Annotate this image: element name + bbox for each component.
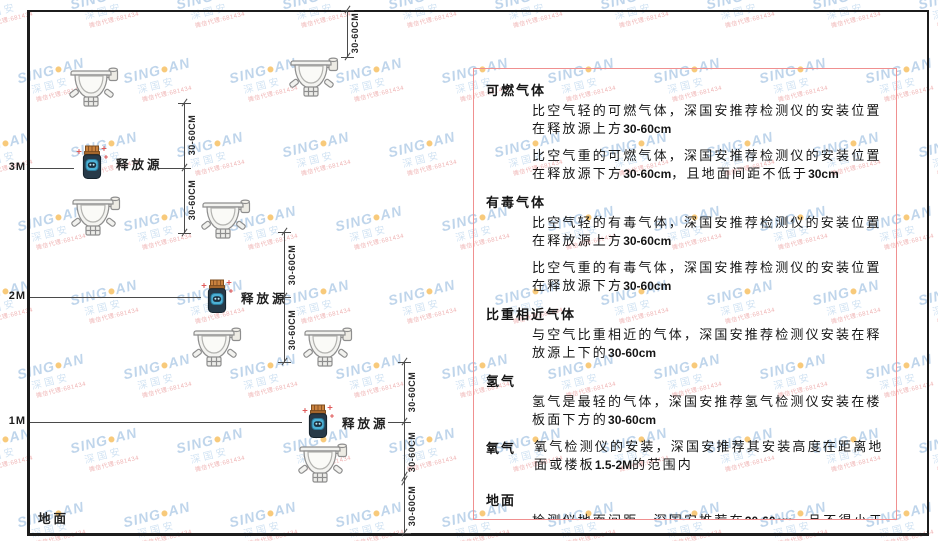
dimension-tick <box>341 57 354 58</box>
height-level-tail-line <box>388 422 402 423</box>
section-row: 氧气 氧气检测仪的安装，深国安推荐其安装高度在距离地面或楼板1.5-2M的范围内 <box>486 438 884 474</box>
floor-line <box>27 533 929 536</box>
ceiling-line <box>27 10 929 12</box>
right-wall-line <box>927 10 929 536</box>
dimension-label: 30-60CM <box>287 309 297 351</box>
height-level-line <box>30 422 302 423</box>
height-level-line <box>30 297 201 298</box>
ground-label: 地面 <box>38 512 70 526</box>
height-level-line <box>30 168 74 169</box>
height-level-label: 3M <box>8 161 26 173</box>
height-level-label: 2M <box>8 290 26 302</box>
section-paragraph: 比空气轻的有毒气体，深国安推荐检测仪的安装位置在释放源上方30-60cm <box>532 215 882 248</box>
gas-detector-icon <box>289 57 339 97</box>
dimension-tick <box>398 422 411 423</box>
dimension-tick <box>278 297 291 298</box>
gas-detector-icon <box>69 67 119 107</box>
section-paragraph: 比空气轻的可燃气体，深国安推荐检测仪的安装位置在释放源上方30-60cm <box>532 103 882 136</box>
dimension-tick <box>178 233 191 234</box>
release-source-icon <box>76 145 109 179</box>
dimension-tick <box>178 168 191 169</box>
dimension-line <box>404 362 405 533</box>
section-paragraph: 检测仪地面间距，深国安推荐在30-60cm，且不得小于30cm，因为过低容易水溅… <box>532 512 888 519</box>
dimension-tick <box>278 232 291 233</box>
gas-detector-icon <box>192 327 242 367</box>
dimension-label: 30-60CM <box>187 114 197 156</box>
dimension-tick <box>278 362 291 363</box>
section-paragraph: 氢气是最轻的气体，深国安推荐氢气检测仪安装在楼板面下方的30-60cm <box>532 394 882 427</box>
gas-detector-icon <box>71 196 121 236</box>
section-heading: 有毒气体 <box>486 195 547 210</box>
section-heading: 地面 <box>486 493 517 508</box>
section-heading: 氢气 <box>486 374 517 389</box>
release-source-label: 释放源 <box>116 158 163 172</box>
gas-detector-icon <box>201 199 251 239</box>
section-heading: 可燃气体 <box>486 83 547 98</box>
guidelines-panel: 可燃气体比空气轻的可燃气体，深国安推荐检测仪的安装位置在释放源上方30-60cm… <box>473 68 897 520</box>
section-heading: 比重相近气体 <box>486 307 577 322</box>
gas-detector-icon <box>298 443 348 483</box>
dimension-label: 30-60CM <box>407 431 417 473</box>
dimension-tick <box>341 10 354 11</box>
dimension-label: 30-60CM <box>407 371 417 413</box>
release-source-label: 释放源 <box>241 292 288 306</box>
dimension-label: 30-60CM <box>407 485 417 527</box>
dimension-line <box>347 10 348 57</box>
height-level-tail-line <box>158 168 182 169</box>
dimension-tick <box>178 103 191 104</box>
release-source-icon <box>201 279 234 313</box>
height-level-label: 1M <box>8 415 26 427</box>
dimension-label: 30-60CM <box>187 179 197 221</box>
section-paragraph: 比空气重的有毒气体，深国安推荐检测仪的安装位置在释放源下方30-60cm <box>532 260 882 293</box>
section-paragraph: 比空气重的可燃气体，深国安推荐检测仪的安装位置在释放源下方30-60cm，且地面… <box>532 148 882 181</box>
dimension-tick <box>398 533 411 534</box>
left-wall-line <box>27 10 30 536</box>
dimension-label: 30-60CM <box>350 12 360 54</box>
dimension-label: 30-60CM <box>287 244 297 286</box>
release-source-icon <box>302 404 335 438</box>
gas-detector-icon <box>303 327 353 367</box>
dimension-tick <box>398 362 411 363</box>
release-source-label: 释放源 <box>342 417 389 431</box>
section-paragraph: 氧气检测仪的安装，深国安推荐其安装高度在距离地面或楼板1.5-2M的范围内 <box>534 439 884 472</box>
section-paragraph: 与空气比重相近的气体，深国安推荐检测仪安装在释放源上下的30-60cm <box>532 327 882 360</box>
section-heading: 氧气 <box>486 441 517 456</box>
